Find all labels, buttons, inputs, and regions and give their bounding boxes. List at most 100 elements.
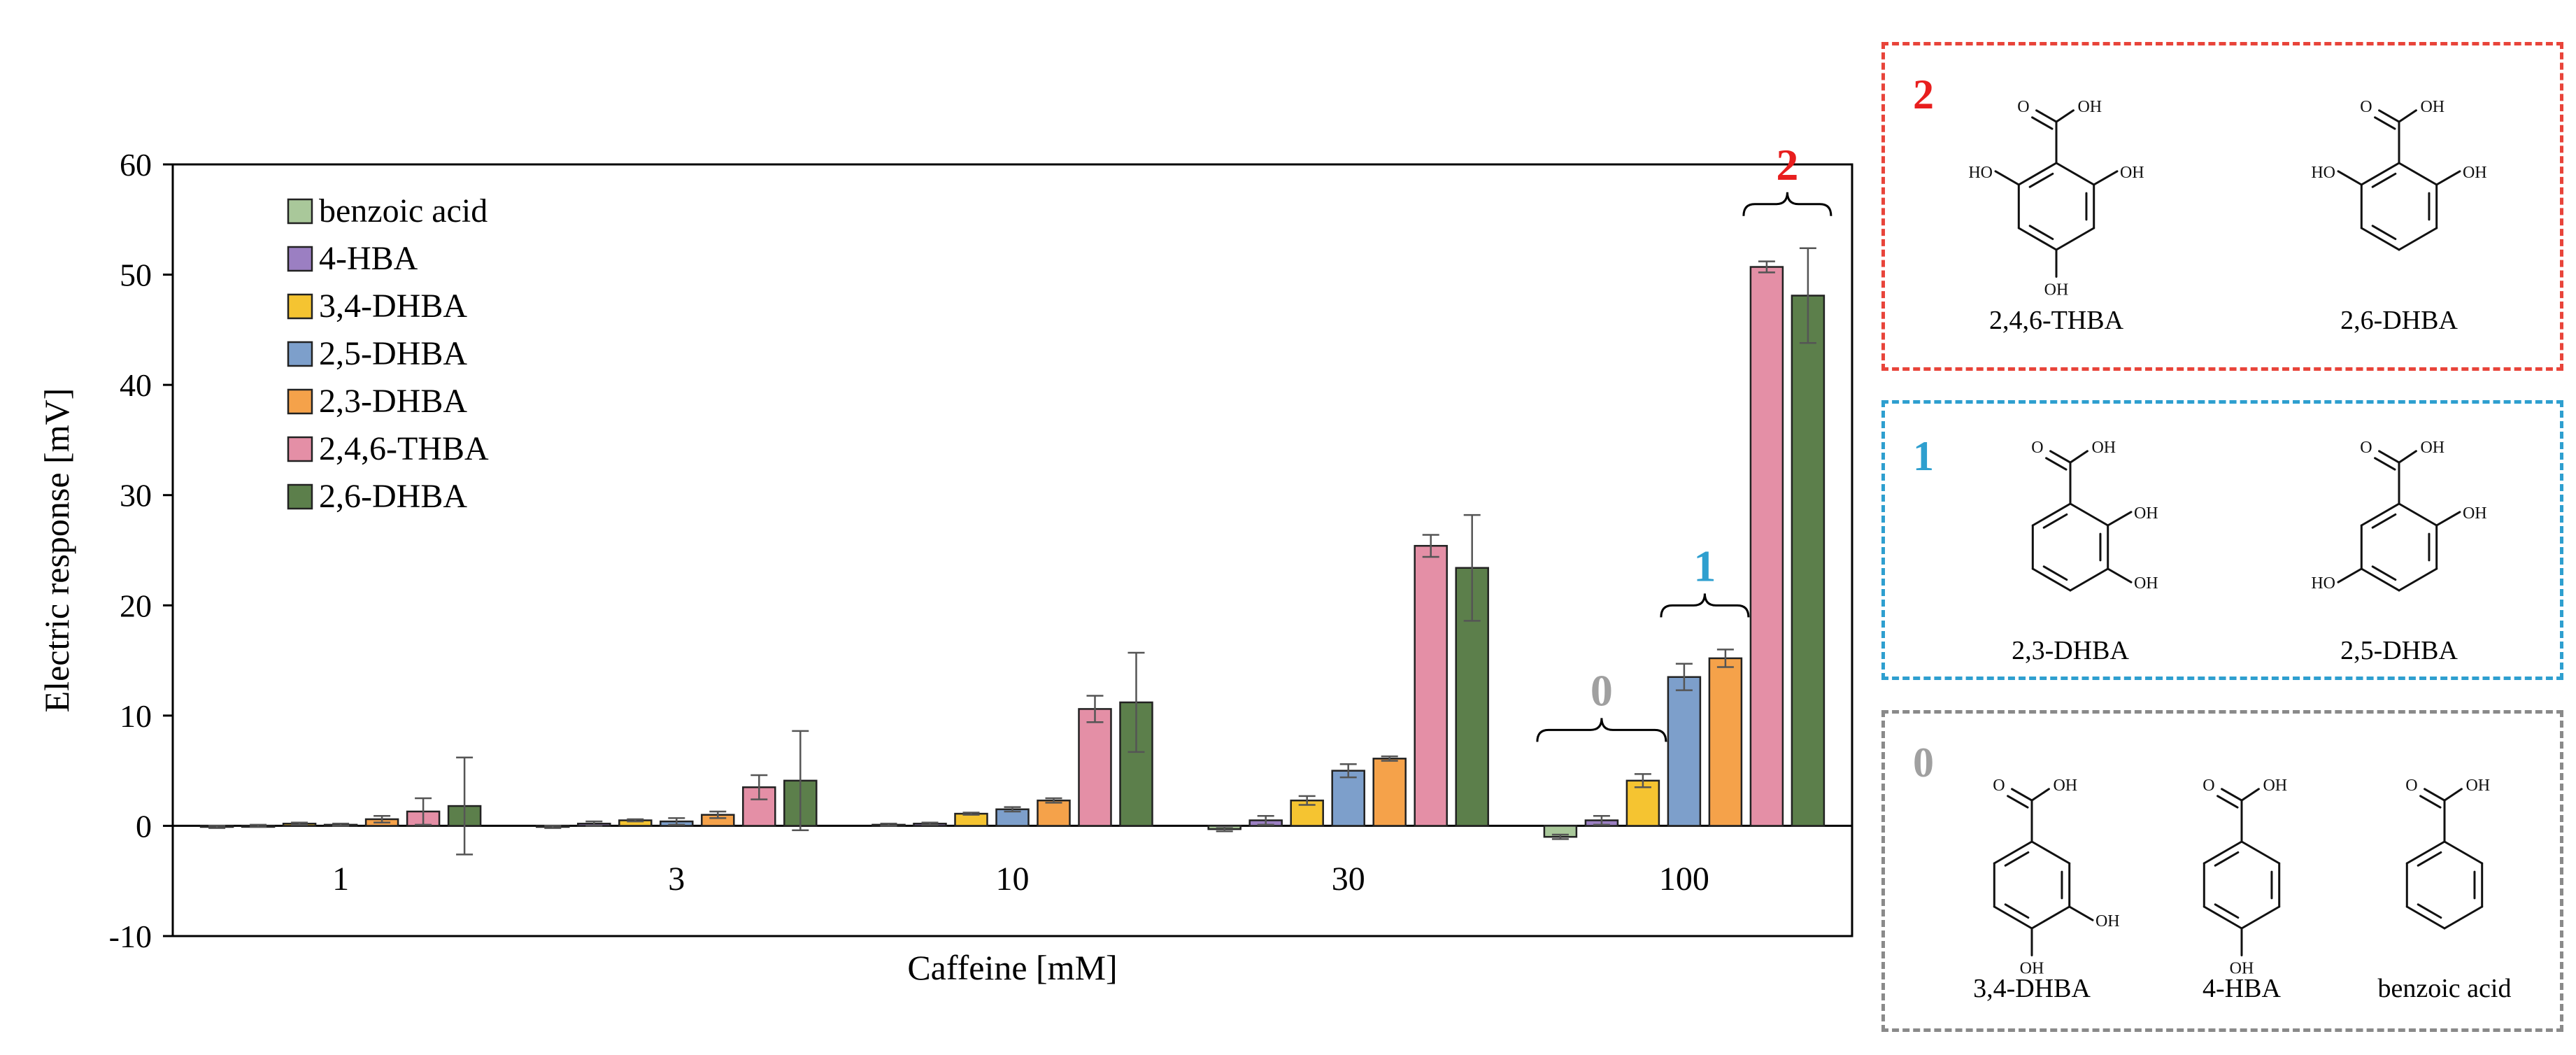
- hydroxyl-label: HO: [1968, 164, 1993, 182]
- hydroxyl-label: OH: [2420, 98, 2445, 116]
- group-0-structures-panel: 0 O OH OH OH O OH OH O OH 3,4-DHBA 4-HBA benzo…: [1881, 710, 2563, 1032]
- y-tick-label: 60: [120, 147, 152, 183]
- thba-246-structure: O OH OH OH HO: [1968, 98, 2144, 299]
- error-bar: [456, 756, 474, 856]
- error-bar: [415, 797, 432, 826]
- hydroxyl-bond: [2068, 905, 2094, 921]
- bar: [1372, 758, 1407, 827]
- group-number-label: 1: [1693, 541, 1716, 590]
- hydroxyl-label: OH: [2463, 164, 2487, 182]
- ring-bond: [2360, 162, 2400, 186]
- y-tick-label: 40: [120, 367, 152, 403]
- bar: [1331, 770, 1365, 827]
- x-tick-label: 3: [668, 861, 685, 898]
- ring-bond: [2017, 227, 2058, 251]
- error-bar: [921, 821, 939, 826]
- ring-bond: [2030, 905, 2071, 930]
- ring-bond: [2398, 567, 2438, 592]
- double-bond: [2417, 903, 2442, 919]
- x-axis-title: Caffeine [mM]: [907, 948, 1117, 987]
- legend-swatch: [287, 341, 313, 367]
- legend-item: 2,5-DHBA: [287, 335, 467, 372]
- double-bond: [2371, 513, 2397, 529]
- legend-label: 2,4,6-THBA: [319, 430, 489, 467]
- ring-bond: [2055, 162, 2095, 186]
- ring-bond: [2398, 227, 2438, 251]
- legend-swatch: [287, 293, 313, 320]
- error-bar: [627, 818, 644, 823]
- hydroxyl-bond: [2435, 511, 2461, 527]
- group-number-label: 0: [1591, 665, 1613, 715]
- x-tick-label: 10: [996, 861, 1030, 898]
- ring-bond: [2055, 227, 2095, 251]
- y-tick-label: 20: [120, 588, 152, 623]
- dhba-34-structure: O OH OH OH: [1993, 777, 2119, 978]
- hydroxyl-label: OH: [2134, 574, 2158, 593]
- bar: [1708, 657, 1743, 827]
- hydroxyl-label: OH: [2134, 504, 2158, 523]
- hydroxyl-bond: [2337, 567, 2363, 583]
- ring-bond: [1993, 840, 2033, 865]
- group-0-label: 0: [1913, 739, 1934, 786]
- double-bond: [2004, 851, 2030, 867]
- oxygen-label: O: [2203, 777, 2214, 795]
- error-bar: [544, 825, 562, 829]
- group-brace: [1742, 192, 1833, 216]
- double-bond: [2042, 513, 2068, 529]
- dhba-23-structure: O OH OH OH: [2031, 439, 2158, 593]
- hydroxyl-label: OH: [2230, 959, 2254, 977]
- hydroxyl-label: OH: [2053, 777, 2077, 795]
- ring-bond: [2360, 227, 2400, 251]
- bar: [1037, 799, 1071, 827]
- plot-area: [171, 163, 1853, 937]
- x-tick-label: 100: [1659, 861, 1709, 898]
- error-bar: [373, 814, 391, 823]
- group-brace: [1660, 593, 1750, 618]
- oxygen-label: O: [2031, 439, 2043, 457]
- ring-bond: [2240, 905, 2281, 930]
- legend-item: 3,4-DHBA: [287, 288, 467, 325]
- hydroxyl-label: OH: [2120, 164, 2144, 182]
- hydroxyl-bond: [2107, 511, 2133, 527]
- bar: [1791, 295, 1826, 827]
- error-bar: [291, 821, 308, 826]
- legend-label: benzoic acid: [319, 192, 488, 229]
- legend-swatch: [287, 483, 313, 510]
- error-bar: [1086, 695, 1104, 723]
- ring-bond: [2240, 840, 2281, 865]
- double-bond: [2371, 225, 2397, 241]
- group-2-label: 2: [1913, 71, 1934, 118]
- error-bar: [1716, 649, 1734, 668]
- legend-item: 2,3-DHBA: [287, 383, 467, 420]
- error-bar: [1799, 247, 1816, 344]
- error-bar: [880, 823, 897, 827]
- dhba-25-name: 2,5-DHBA: [2340, 636, 2458, 665]
- hydroxyl-bond: [1994, 170, 2020, 186]
- error-bar: [1463, 514, 1481, 622]
- error-bar: [1675, 663, 1693, 691]
- error-bar: [1593, 814, 1610, 826]
- ring-bond: [2069, 502, 2109, 527]
- hba-4-structure: O OH OH: [2203, 777, 2287, 978]
- error-bar: [1758, 260, 1775, 274]
- error-bar: [668, 817, 685, 826]
- oxygen-label: O: [2405, 777, 2417, 795]
- ring-bond: [2017, 162, 2058, 186]
- hydroxyl-label: OH: [2463, 504, 2487, 523]
- bar: [1414, 544, 1448, 827]
- error-bar: [1298, 795, 1316, 806]
- dhba-26-structure: O OH OH HO: [2311, 98, 2487, 251]
- error-bar: [962, 812, 980, 816]
- error-bar: [792, 730, 809, 831]
- double-bond: [2028, 172, 2054, 188]
- y-tick-label: 50: [120, 257, 152, 293]
- hydroxyl-label: HO: [2311, 164, 2335, 182]
- dhba-34-name: 3,4-DHBA: [1973, 974, 2091, 1003]
- ring-bond: [2360, 567, 2400, 592]
- hydroxyl-label: OH: [2091, 439, 2116, 457]
- hydroxyl-bond: [2107, 567, 2133, 583]
- group-1-label: 1: [1913, 433, 1934, 479]
- hydroxyl-label: OH: [2465, 777, 2490, 795]
- legend-label: 2,6-DHBA: [319, 478, 467, 515]
- ring-bond: [2069, 567, 2109, 592]
